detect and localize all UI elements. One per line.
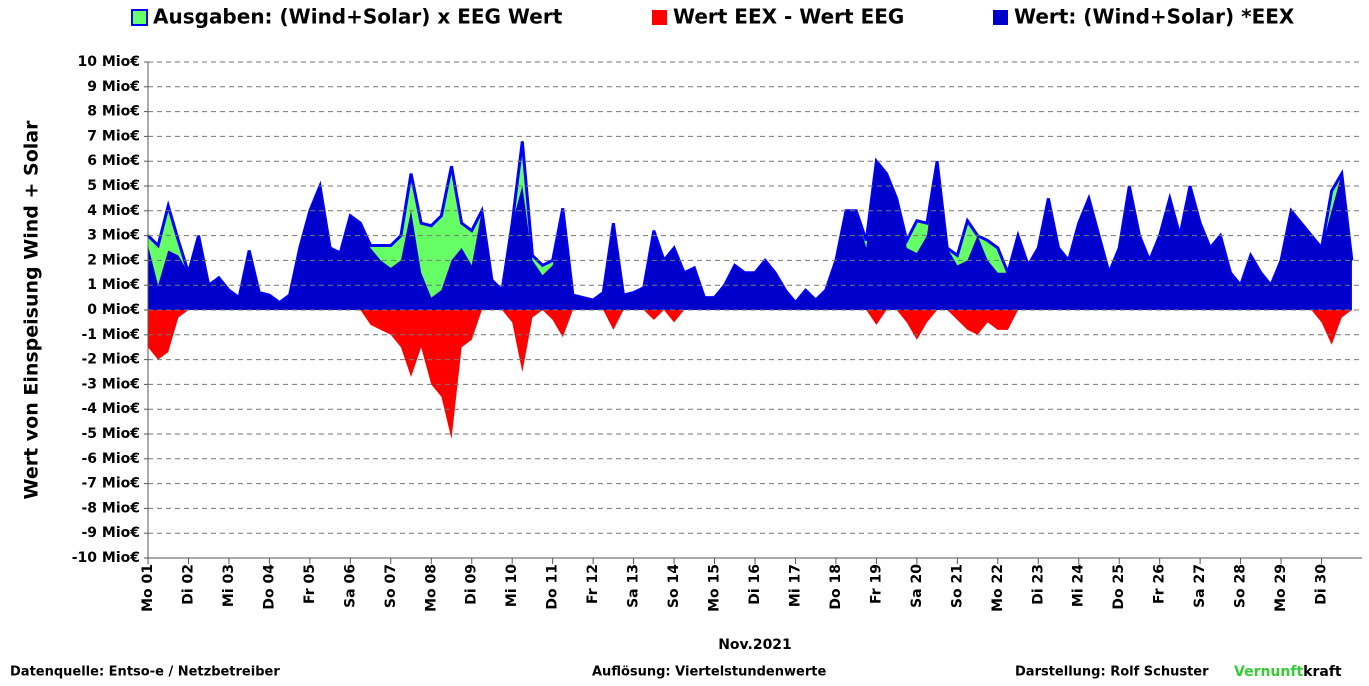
legend-swatch [652, 10, 667, 25]
x-tick-label: Sa 13 [626, 564, 642, 608]
brand-part: kraft [1303, 664, 1342, 680]
y-tick-label: 1 Mio€ [87, 277, 140, 293]
y-tick-label: -7 Mio€ [81, 476, 140, 492]
y-tick-label: -9 Mio€ [81, 525, 140, 541]
area [148, 310, 1352, 439]
y-tick-label: -6 Mio€ [81, 451, 140, 467]
brand-part: Vernunft [1234, 664, 1303, 680]
source-note: Datenquelle: Entso-e / Netzbetreiber [10, 665, 280, 680]
x-tick-label: Do 25 [1111, 564, 1127, 610]
y-tick-label: -8 Mio€ [81, 500, 140, 516]
y-tick-label: 4 Mio€ [87, 203, 140, 219]
y-tick-label: 5 Mio€ [87, 178, 140, 194]
x-tick-label: Fr 12 [585, 564, 601, 604]
x-tick-label: Do 04 [261, 564, 277, 610]
x-tick-label: Mo 29 [1273, 564, 1289, 612]
y-tick-label: 6 Mio€ [87, 153, 140, 169]
x-tick-label: Mo 15 [707, 564, 723, 612]
area [148, 161, 1352, 310]
x-tick-label: Mo 08 [423, 564, 439, 612]
x-tick-label: Fr 05 [302, 564, 318, 604]
y-tick-label: 9 Mio€ [87, 79, 140, 95]
x-tick-label: Fr 19 [868, 564, 884, 604]
legend-swatch [993, 10, 1008, 25]
y-tick-label: 7 Mio€ [87, 128, 140, 144]
y-tick-label: -10 Mio€ [72, 550, 140, 566]
x-axis-title: Nov.2021 [718, 637, 792, 653]
y-tick-label: 10 Mio€ [78, 54, 140, 70]
credit-note: Darstellung: Rolf Schuster [1015, 665, 1209, 680]
x-tick-label: Sa 27 [1192, 564, 1208, 608]
x-tick-label: Di 23 [1030, 564, 1046, 605]
legend-label: Wert EEX - Wert EEG [673, 5, 904, 29]
y-tick-label: -3 Mio€ [81, 376, 140, 392]
x-tick-label: Do 11 [545, 564, 561, 610]
y-tick-label: 0 Mio€ [87, 302, 140, 318]
y-tick-label: -2 Mio€ [81, 352, 140, 368]
x-tick-label: So 28 [1233, 564, 1249, 608]
legend-swatch [131, 9, 148, 26]
x-tick-label: Mo 22 [990, 564, 1006, 612]
x-tick-label: Mi 03 [221, 564, 237, 607]
x-tick-label: Di 30 [1314, 564, 1330, 605]
legend-label: Ausgaben: (Wind+Solar) x EEG Wert [153, 5, 563, 29]
y-axis-title: Wert von Einspeisung Wind + Solar [21, 120, 43, 500]
x-tick-label: Mi 10 [504, 564, 520, 607]
x-tick-label: Di 16 [747, 564, 763, 605]
x-tick-label: Fr 26 [1152, 564, 1168, 604]
resolution-note: Auflösung: Viertelstundenwerte [592, 665, 826, 680]
x-tick-label: So 21 [949, 564, 965, 608]
x-tick-label: So 07 [383, 564, 399, 608]
x-tick-label: Di 09 [464, 564, 480, 605]
x-tick-label: Sa 06 [342, 564, 358, 608]
y-tick-label: -5 Mio€ [81, 426, 140, 442]
x-tick-label: Mi 24 [1071, 564, 1087, 607]
legend-label: Wert: (Wind+Solar) *EEX [1014, 5, 1295, 29]
x-tick-label: Do 18 [828, 564, 844, 610]
x-tick-label: Di 02 [180, 564, 196, 605]
x-tick-label: Sa 20 [909, 564, 925, 608]
x-tick-label: So 14 [666, 564, 682, 608]
y-tick-label: -4 Mio€ [81, 401, 140, 417]
plot-area [146, 141, 1354, 439]
x-tick-label: Mo 01 [140, 564, 156, 612]
y-tick-label: 2 Mio€ [87, 252, 140, 268]
y-tick-label: -1 Mio€ [81, 327, 140, 343]
y-tick-label: 8 Mio€ [87, 104, 140, 120]
y-tick-label: 3 Mio€ [87, 228, 140, 244]
brand: Vernunftkraft [1234, 664, 1342, 680]
x-tick-label: Mi 17 [787, 564, 803, 607]
